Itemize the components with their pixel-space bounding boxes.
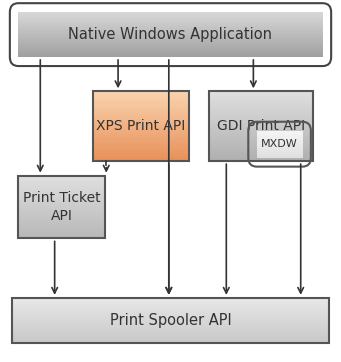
Text: Print Ticket
API: Print Ticket API [23, 191, 100, 223]
Bar [209, 91, 313, 161]
Bar [93, 91, 189, 161]
Bar [12, 298, 329, 343]
Bar [18, 176, 105, 239]
Bar [93, 91, 189, 161]
Text: XPS Print API: XPS Print API [96, 119, 186, 133]
Bar [18, 176, 105, 239]
Bar [209, 91, 313, 161]
Bar [209, 91, 313, 161]
Text: MXDW: MXDW [261, 139, 298, 149]
Bar [12, 298, 329, 343]
Text: Print Spooler API: Print Spooler API [109, 313, 232, 328]
Text: Native Windows Application: Native Windows Application [69, 27, 272, 42]
Text: GDI Print API: GDI Print API [217, 119, 305, 133]
Bar [93, 91, 189, 161]
Bar [12, 298, 329, 343]
Bar [18, 176, 105, 239]
Bar [18, 12, 323, 57]
Bar [257, 131, 302, 157]
